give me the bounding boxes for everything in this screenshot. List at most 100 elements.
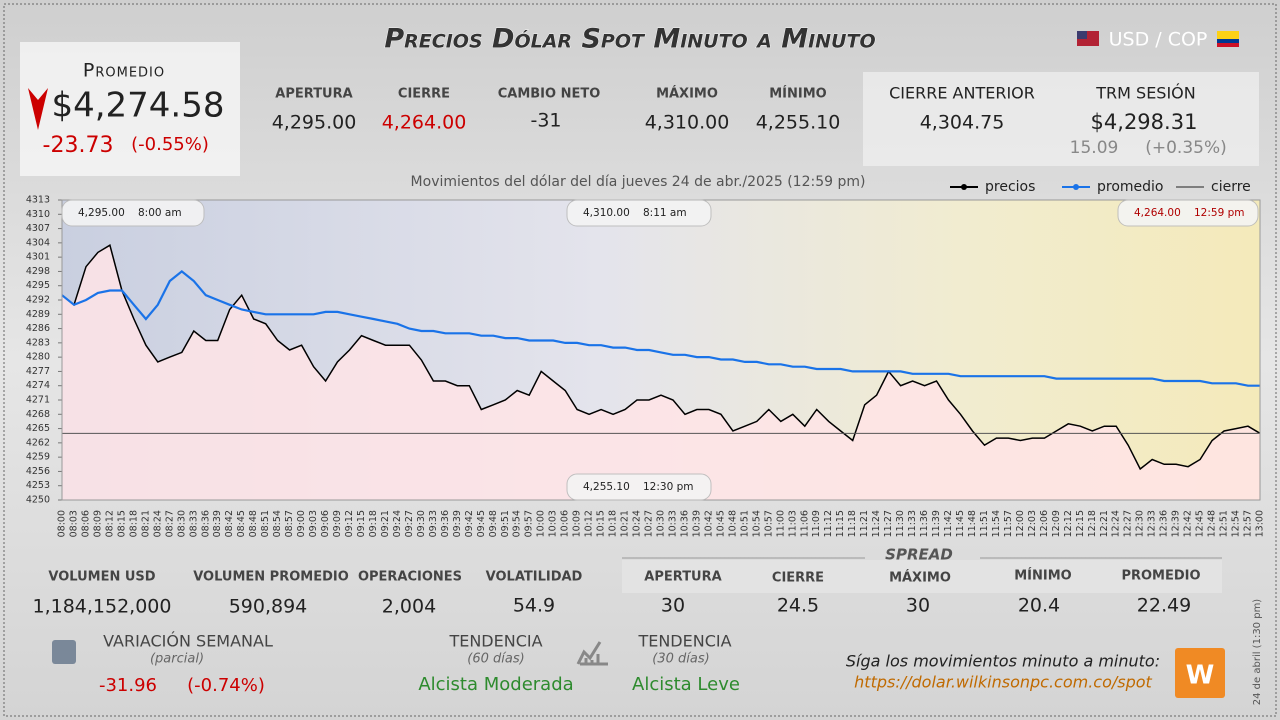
x-tick-label: 11:18 — [847, 510, 858, 537]
x-tick-label: 11:42 — [943, 510, 954, 537]
trm-label: TRM SESIÓN — [1095, 84, 1195, 103]
y-tick-label: 4250 — [26, 495, 50, 506]
spread-value: 30 — [661, 595, 685, 617]
spread-label: CIERRE — [772, 571, 824, 586]
x-tick-label: 08:18 — [128, 510, 139, 537]
trend-label: TENDENCIA — [637, 632, 731, 651]
x-tick-label: 12:51 — [1219, 510, 1230, 537]
x-tick-label: 10:15 — [596, 510, 607, 537]
x-tick-label: 08:21 — [140, 510, 151, 537]
y-tick-label: 4277 — [26, 366, 50, 377]
x-tick-label: 12:18 — [1087, 510, 1098, 537]
x-tick-label: 12:54 — [1231, 510, 1242, 537]
x-tick-label: 09:24 — [392, 510, 403, 537]
co-flag-blue — [1217, 39, 1239, 43]
x-tick-label: 10:51 — [739, 510, 750, 537]
weekly-label: VARIACIÓN SEMANAL — [103, 632, 273, 651]
x-tick-label: 12:42 — [1183, 510, 1194, 537]
y-tick-label: 4304 — [26, 237, 50, 248]
spread-title: SPREAD — [885, 546, 953, 564]
x-tick-label: 11:24 — [871, 510, 882, 537]
x-tick-label: 12:33 — [1147, 510, 1158, 537]
weekly-sub: (parcial) — [150, 652, 204, 667]
x-tick-label: 12:27 — [1123, 510, 1134, 537]
annotation-price: 4,255.10 — [583, 481, 630, 493]
legend-label: cierre — [1211, 179, 1251, 195]
x-tick-label: 10:18 — [608, 510, 619, 537]
y-tick-label: 4301 — [26, 252, 50, 263]
logo-mark: W — [1186, 661, 1215, 691]
footer-link[interactable]: https://dolar.wilkinsonpc.com.co/spot — [854, 673, 1152, 692]
y-tick-label: 4289 — [26, 309, 50, 320]
x-tick-label: 11:15 — [835, 510, 846, 537]
x-tick-label: 12:45 — [1195, 510, 1206, 537]
y-tick-label: 4262 — [26, 437, 50, 448]
volume-value: 54.9 — [513, 595, 555, 617]
legend-dot — [1073, 184, 1079, 190]
weekly-change: -31.96 — [99, 675, 157, 696]
y-tick-label: 4274 — [26, 380, 50, 391]
prev-close-label: CIERRE ANTERIOR — [889, 84, 1035, 103]
spread-label: APERTURA — [644, 570, 721, 585]
y-tick-label: 4292 — [26, 295, 50, 306]
annotation-box — [61, 199, 205, 227]
y-tick-label: 4280 — [26, 352, 50, 363]
x-tick-label: 10:54 — [751, 510, 762, 537]
x-tick-label: 12:24 — [1111, 510, 1122, 537]
promedio-value: $4,274.58 — [51, 86, 224, 126]
weekly-change-pct: (-0.74%) — [187, 675, 265, 696]
trend-label: TENDENCIA — [448, 632, 542, 651]
x-tick-label: 09:48 — [488, 510, 499, 537]
x-tick-label: 08:57 — [284, 510, 295, 537]
x-tick-label: 10:03 — [548, 510, 559, 537]
promedio-change-pct: (-0.55%) — [131, 134, 209, 155]
trm-change: 15.09 — [1070, 138, 1119, 158]
annotation-time: 12:30 pm — [643, 481, 694, 493]
x-tick-label: 08:24 — [152, 510, 163, 537]
spread-label: MÍNIMO — [1014, 568, 1071, 584]
spread-box — [622, 560, 1222, 593]
y-tick-label: 4310 — [26, 209, 50, 220]
x-tick-label: 11:06 — [799, 510, 810, 537]
spread-value: 20.4 — [1018, 595, 1060, 617]
x-tick-label: 11:54 — [991, 510, 1002, 537]
spread-value: 24.5 — [777, 595, 819, 617]
x-tick-label: 09:09 — [332, 510, 343, 537]
price-area — [62, 245, 1260, 500]
x-tick-label: 09:27 — [404, 510, 415, 537]
x-tick-label: 08:00 — [57, 510, 68, 537]
currency-pair: USD / COP — [1109, 29, 1208, 51]
chart-title: Movimientos del dólar del día jueves 24 … — [411, 174, 866, 190]
x-tick-label: 10:45 — [715, 510, 726, 537]
annotation-price: 4,264.00 — [1134, 207, 1181, 219]
x-tick-label: 12:00 — [1015, 510, 1026, 537]
x-tick-label: 08:48 — [248, 510, 259, 537]
x-tick-label: 09:30 — [416, 510, 427, 537]
x-tick-label: 12:15 — [1075, 510, 1086, 537]
x-tick-label: 10:12 — [584, 510, 595, 537]
x-tick-label: 09:33 — [428, 510, 439, 537]
x-tick-label: 10:30 — [656, 510, 667, 537]
annotation-time: 12:59 pm — [1194, 207, 1245, 219]
x-tick-label: 11:30 — [895, 510, 906, 537]
x-tick-label: 10:36 — [679, 510, 690, 537]
trend-icon — [576, 641, 608, 666]
x-tick-label: 11:03 — [787, 510, 798, 537]
x-tick-label: 09:00 — [296, 510, 307, 537]
x-tick-label: 13:00 — [1255, 510, 1266, 537]
trm-change-pct: (+0.35%) — [1145, 138, 1227, 158]
footer-text: Síga los movimientos minuto a minuto: — [846, 652, 1160, 671]
stat-label: CIERRE — [398, 87, 450, 102]
y-tick-label: 4313 — [26, 195, 50, 206]
x-tick-label: 10:33 — [667, 510, 678, 537]
x-tick-label: 08:51 — [260, 510, 271, 537]
x-tick-label: 10:24 — [632, 510, 643, 537]
stat-label: CAMBIO NETO — [498, 87, 601, 102]
down-arrow — [28, 88, 48, 130]
x-tick-label: 12:09 — [1051, 510, 1062, 537]
trm-value: $4,298.31 — [1091, 110, 1198, 134]
x-tick-label: 10:57 — [763, 510, 774, 537]
volume-label: VOLUMEN USD — [48, 570, 155, 585]
trend-value: Alcista Moderada — [418, 674, 573, 695]
